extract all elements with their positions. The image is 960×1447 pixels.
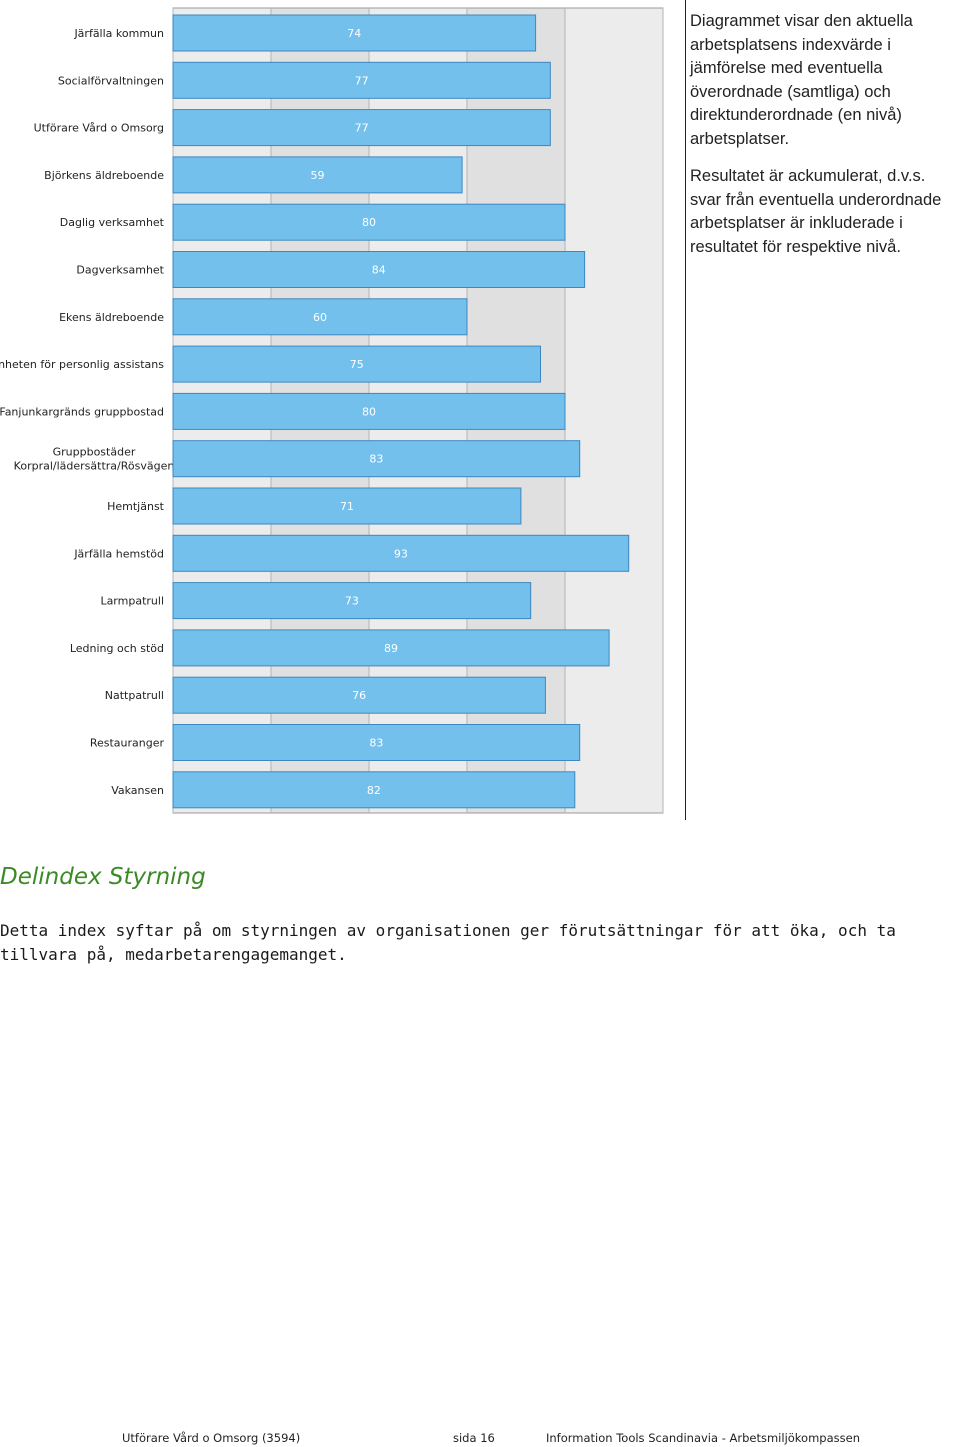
- value-label: 84: [372, 264, 386, 277]
- category-label: Vakansen: [111, 784, 164, 797]
- bar: [172, 724, 581, 761]
- bar: [172, 534, 630, 572]
- bar: [172, 582, 532, 620]
- footer-page-number: sida 16: [453, 1431, 495, 1445]
- category-label: Enheten för personlig assistans: [0, 358, 164, 371]
- section-description: Detta index syftar på om styrningen av o…: [0, 921, 896, 964]
- value-label: 89: [384, 642, 398, 655]
- value-labels: 74 77 77 59 80 84 60 75 80 83 71 93 73 89 76 83 82: [311, 27, 408, 797]
- footer-publisher: Information Tools Scandinavia - Arbetsmi…: [546, 1431, 860, 1445]
- category-label: Fanjunkargränds gruppbostad: [0, 405, 164, 418]
- chart-bars: [172, 14, 630, 809]
- category-label: Restauranger: [90, 737, 165, 750]
- bar: [172, 487, 522, 525]
- category-label: Järfälla hemstöd: [73, 547, 164, 560]
- category-label: Larmpatrull: [100, 595, 164, 608]
- value-label: 83: [369, 737, 383, 750]
- value-label: 77: [355, 74, 369, 87]
- value-label: 77: [355, 122, 369, 135]
- category-label: Dagverksamhet: [76, 264, 164, 277]
- value-label: 80: [362, 216, 376, 229]
- value-label: 73: [345, 595, 359, 608]
- value-label: 93: [394, 547, 408, 560]
- bar: [172, 298, 468, 336]
- category-label: Ledning och stöd: [70, 642, 164, 655]
- bar: [172, 629, 610, 667]
- category-label: Hemtjänst: [107, 500, 165, 513]
- value-label: 80: [362, 405, 376, 418]
- background-band: [565, 8, 663, 813]
- bar: [172, 61, 551, 99]
- category-label: Nattpatrull: [105, 689, 164, 702]
- bar: [172, 392, 566, 430]
- category-labels: Järfälla kommun Socialförvaltningen Utföra…: [0, 27, 174, 797]
- value-label: 59: [311, 169, 325, 182]
- bar: [172, 440, 581, 478]
- bar: [172, 109, 551, 147]
- page-footer: Utförare Vård o Omsorg (3594) sida 16 In…: [0, 1431, 960, 1447]
- bar: [172, 14, 537, 52]
- category-label: Daglig verksamhet: [60, 216, 165, 229]
- value-label: 74: [347, 27, 361, 40]
- category-label: Korpral/lädersättra/Rösvägen: [14, 460, 175, 473]
- section-title: Delindex Styrning: [0, 864, 206, 890]
- bar: [172, 203, 566, 241]
- category-label: Socialförvaltningen: [58, 74, 164, 87]
- value-label: 60: [313, 311, 327, 324]
- category-label: Ekens äldreboende: [59, 311, 164, 324]
- chart-description-1: Diagrammet visar den aktuella arbetsplat…: [690, 12, 913, 148]
- category-label: Gruppbostäder: [53, 446, 136, 459]
- value-label: 71: [340, 500, 354, 513]
- footer-unit-name: Utförare Vård o Omsorg (3594): [122, 1431, 301, 1445]
- value-label: 76: [352, 689, 366, 702]
- bar: [172, 251, 586, 288]
- value-label: 83: [369, 453, 383, 466]
- bar: [172, 771, 576, 809]
- bar: [172, 676, 546, 714]
- divider-line: [685, 0, 686, 820]
- index-bar-chart: Järfälla kommun Socialförvaltningen Utföra…: [0, 7, 664, 814]
- category-label: Järfälla kommun: [73, 27, 164, 40]
- bar: [172, 156, 463, 194]
- category-label: Utförare Vård o Omsorg: [34, 122, 164, 135]
- bar: [172, 345, 541, 383]
- value-label: 82: [367, 784, 381, 797]
- category-label: Björkens äldreboende: [44, 169, 164, 182]
- chart-description-2: Resultatet är ackumulerat, d.v.s. svar f…: [690, 167, 942, 256]
- value-label: 75: [350, 358, 364, 371]
